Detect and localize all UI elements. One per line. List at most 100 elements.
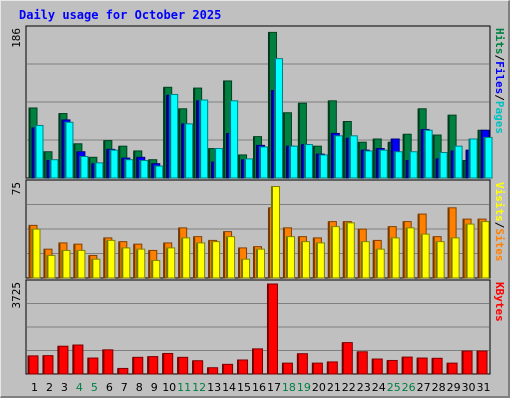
bar-kbytes-day-19 xyxy=(296,353,308,375)
x-tick-label-day-1: 1 xyxy=(31,381,38,394)
x-tick-label-day-20: 20 xyxy=(312,381,326,394)
bar-sites-day-25 xyxy=(390,237,400,279)
bar-kbytes-day-14 xyxy=(222,363,234,375)
bar-sites-day-30 xyxy=(465,223,475,279)
bar-sites-day-7 xyxy=(121,247,131,279)
bar-kbytes-day-17 xyxy=(266,283,278,375)
bar-sites-day-14 xyxy=(226,236,236,279)
x-tick-label-day-3: 3 xyxy=(61,381,68,394)
series-label-separator: / xyxy=(493,55,506,62)
x-tick-label-day-15: 15 xyxy=(237,381,251,394)
bar-sites-day-24 xyxy=(375,248,385,279)
bar-sites-day-10 xyxy=(166,247,176,279)
x-tick-label-day-25: 25 xyxy=(387,381,401,394)
bar-kbytes-day-11 xyxy=(177,356,189,375)
bar-kbytes-day-7 xyxy=(117,367,129,375)
bar-kbytes-day-12 xyxy=(192,360,204,375)
bar-kbytes-day-18 xyxy=(281,362,293,375)
bar-pages-day-20 xyxy=(318,154,328,179)
panel-visits-ymax-label: 75 xyxy=(10,182,23,195)
bar-pages-day-21 xyxy=(333,135,343,179)
series-label-kbytes: KBytes xyxy=(493,282,506,322)
bar-sites-day-4 xyxy=(76,249,86,279)
x-tick-label-day-14: 14 xyxy=(222,381,236,394)
bar-pages-day-16 xyxy=(259,146,269,179)
bar-sites-day-17 xyxy=(270,186,280,279)
bar-sites-day-31 xyxy=(480,221,490,279)
panel-kbytes: 3725 KBytes xyxy=(10,279,506,375)
bar-pages-day-8 xyxy=(139,159,149,179)
panel-visits: 75 Visits/Sites xyxy=(10,179,506,279)
bar-sites-day-19 xyxy=(300,241,310,279)
bar-kbytes-day-20 xyxy=(311,362,323,375)
panel-kbytes-ymax-label: 3725 xyxy=(10,282,23,309)
bar-pages-day-14 xyxy=(229,100,239,179)
bar-kbytes-day-30 xyxy=(461,350,473,375)
bar-sites-day-1 xyxy=(31,228,41,279)
x-tick-label-day-4: 4 xyxy=(76,381,83,394)
bar-pages-day-19 xyxy=(303,144,313,179)
bar-kbytes-day-22 xyxy=(341,342,353,375)
x-tick-label-day-18: 18 xyxy=(282,381,296,394)
bar-pages-day-22 xyxy=(348,135,358,179)
x-tick-label-day-21: 21 xyxy=(327,381,341,394)
bar-pages-day-23 xyxy=(363,150,373,179)
x-tick-label-day-11: 11 xyxy=(177,381,191,394)
x-tick-label-day-8: 8 xyxy=(136,381,143,394)
bar-kbytes-day-10 xyxy=(162,352,174,375)
x-tick-label-day-9: 9 xyxy=(151,381,158,394)
bar-pages-day-26 xyxy=(408,151,418,179)
chart-title: Daily usage for October 2025 xyxy=(19,8,221,22)
bar-sites-day-5 xyxy=(91,258,101,279)
chart-panels: 186 Hits/Files/Pages 75 Visits/Sites 3725 KBy… xyxy=(10,25,506,375)
bar-pages-day-27 xyxy=(423,129,433,179)
x-tick-label-day-6: 6 xyxy=(106,381,113,394)
bar-sites-day-8 xyxy=(136,248,146,279)
bar-kbytes-day-16 xyxy=(252,348,264,375)
bar-pages-day-5 xyxy=(94,162,104,179)
bar-sites-day-23 xyxy=(360,241,370,279)
panel-hits: 186 Hits/Files/Pages xyxy=(10,25,506,179)
bar-pages-day-31 xyxy=(483,136,493,179)
bar-pages-day-6 xyxy=(109,149,119,179)
x-tick-label-day-19: 19 xyxy=(297,381,311,394)
bar-sites-day-11 xyxy=(181,237,191,279)
bar-sites-day-29 xyxy=(450,237,460,279)
bar-sites-day-26 xyxy=(405,227,415,279)
bar-kbytes-day-5 xyxy=(87,357,99,375)
x-tick-label-day-16: 16 xyxy=(252,381,266,394)
panel-hits-series-label: Hits/Files/Pages xyxy=(493,28,506,134)
bar-pages-day-10 xyxy=(169,93,179,179)
x-axis-labels: 1 2 3 4 5 6 7 8 9 10 11 12 13 14 15 16 17 18 19 20 21 22 23 24 2… xyxy=(31,381,491,394)
series-label-visits: Visits xyxy=(493,182,506,222)
series-label-separator: / xyxy=(493,94,506,101)
x-tick-label-day-10: 10 xyxy=(162,381,176,394)
bar-sites-day-16 xyxy=(256,248,266,279)
bar-kbytes-day-25 xyxy=(386,359,398,375)
series-label-pages: Pages xyxy=(493,101,506,134)
bar-sites-day-22 xyxy=(345,222,355,279)
bar-kbytes-day-2 xyxy=(42,355,54,375)
bar-sites-day-13 xyxy=(211,241,221,279)
bar-pages-day-12 xyxy=(199,99,209,179)
bar-pages-day-9 xyxy=(154,165,164,179)
bar-kbytes-day-13 xyxy=(207,367,219,375)
series-label-separator: / xyxy=(493,222,506,229)
bar-sites-day-20 xyxy=(315,242,325,279)
x-tick-label-day-23: 23 xyxy=(357,381,371,394)
bar-kbytes-day-31 xyxy=(476,350,488,375)
bar-sites-day-6 xyxy=(106,239,116,279)
x-tick-label-day-27: 27 xyxy=(417,381,431,394)
bar-pages-day-15 xyxy=(244,158,254,179)
bar-kbytes-day-21 xyxy=(326,361,338,375)
bar-kbytes-day-26 xyxy=(401,356,413,375)
bar-pages-day-13 xyxy=(214,148,224,179)
x-tick-label-day-13: 13 xyxy=(207,381,221,394)
x-tick-label-day-28: 28 xyxy=(432,381,446,394)
bar-pages-day-2 xyxy=(49,159,59,179)
panel-visits-series-label: Visits/Sites xyxy=(493,182,506,262)
x-tick-label-day-26: 26 xyxy=(402,381,416,394)
bar-pages-day-7 xyxy=(124,159,134,179)
x-tick-label-day-7: 7 xyxy=(121,381,128,394)
